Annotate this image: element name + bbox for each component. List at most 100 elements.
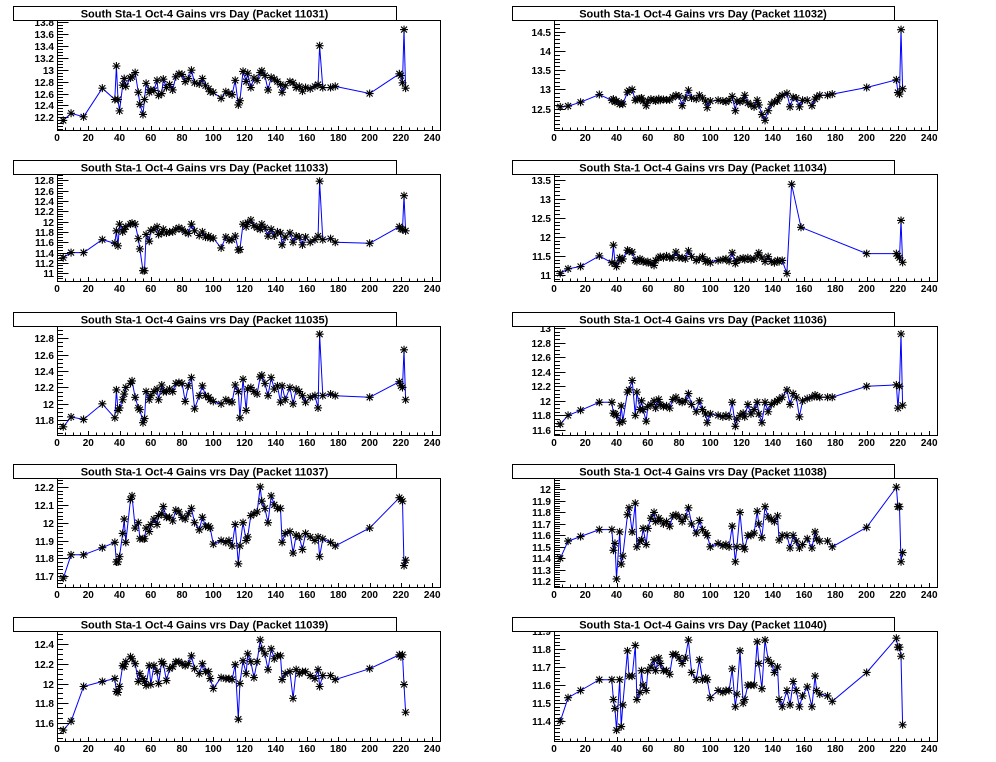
x-tick-label: 180 [330, 284, 347, 295]
chart-title: South Sta-1 Oct-4 Gains vrs Day (Packet … [579, 315, 827, 327]
data-point [678, 398, 687, 407]
data-point [753, 637, 762, 646]
data-point [767, 659, 776, 668]
data-point [135, 100, 144, 109]
data-point [750, 254, 759, 263]
data-point [615, 527, 624, 536]
x-tick-label: 220 [890, 744, 907, 755]
data-point [128, 72, 137, 81]
data-point [201, 81, 210, 90]
y-tick-label: 11.6 [35, 238, 54, 249]
data-point [306, 393, 315, 402]
data-point [714, 539, 723, 548]
data-point [646, 514, 655, 523]
y-tick-label: 12.2 [35, 483, 55, 494]
data-point [246, 383, 255, 392]
data-point [632, 542, 641, 551]
data-point [828, 90, 837, 99]
data-point [695, 396, 704, 405]
data-point [792, 537, 801, 546]
x-tick-label: 100 [702, 284, 719, 295]
data-point [121, 538, 130, 547]
x-tick-label: 100 [702, 438, 719, 449]
data-point [140, 95, 149, 104]
chart-title: South Sta-1 Oct-4 Gains vrs Day (Packet … [81, 9, 329, 21]
data-point [118, 81, 127, 90]
data-point [764, 252, 773, 261]
x-tick-label: 220 [890, 284, 907, 295]
data-point [625, 385, 634, 394]
data-point [149, 515, 158, 524]
data-point [112, 226, 121, 235]
data-point [798, 691, 807, 700]
title-box-frame [512, 6, 895, 21]
data-point [79, 682, 88, 691]
data-point [746, 531, 755, 540]
data-point [257, 66, 266, 75]
x-tick-label: 220 [393, 744, 410, 755]
data-point [576, 262, 585, 271]
title-box-frame [13, 312, 397, 327]
plot-frame [57, 326, 441, 436]
data-point [628, 376, 637, 385]
chart-panel: 11.4 11.5 11.6 11.7 11.8 11.9 0 20 40 60 80 100 120 1… [512, 617, 938, 755]
data-point [718, 688, 727, 697]
data-point [239, 375, 248, 384]
data-point [786, 400, 795, 409]
data-point [59, 574, 68, 583]
x-tick-label: 60 [145, 133, 157, 144]
data-point [159, 225, 168, 234]
data-point [285, 383, 294, 392]
chart-title: South Sta-1 Oct-4 Gains vrs Day (Packet … [579, 467, 827, 479]
data-point [639, 97, 648, 106]
data-point [278, 88, 287, 97]
data-point [607, 525, 616, 534]
data-point [131, 659, 140, 668]
data-point [754, 248, 763, 257]
data-point [242, 536, 251, 545]
data-point [757, 533, 766, 542]
y-tick-label: 13 [540, 195, 552, 206]
data-point [140, 266, 149, 275]
data-point [753, 96, 762, 105]
data-point [398, 650, 407, 659]
data-point [564, 264, 573, 273]
data-point [576, 686, 585, 695]
data-point [692, 256, 701, 265]
x-tick-label: 40 [611, 133, 623, 144]
data-point [234, 100, 243, 109]
x-tick-label: 20 [83, 744, 95, 755]
data-point [145, 395, 154, 404]
title-box-frame [13, 160, 397, 175]
x-tick-label: 160 [299, 438, 316, 449]
y-tick-label: 12.6 [532, 353, 552, 364]
data-point [786, 102, 795, 111]
data-point [803, 534, 812, 543]
data-point [775, 93, 784, 102]
data-point [639, 405, 648, 414]
data-point [807, 101, 816, 110]
data-point [740, 545, 749, 554]
data-point [740, 695, 749, 704]
data-point [556, 420, 565, 429]
y-tick-label: 12 [540, 485, 552, 496]
data-point [295, 669, 304, 678]
data-point [79, 415, 88, 424]
data-point [318, 235, 327, 244]
data-point [162, 676, 171, 685]
x-tick-label: 140 [765, 284, 782, 295]
data-point [289, 238, 298, 247]
data-point [789, 389, 798, 398]
data-point [331, 238, 340, 247]
data-point [823, 691, 832, 700]
data-point [556, 269, 565, 278]
data-point [120, 74, 129, 83]
plot-frame [57, 20, 441, 131]
data-point [292, 83, 301, 92]
y-tick-label: 11.5 [532, 252, 551, 263]
x-tick-label: 140 [268, 133, 285, 144]
data-point [778, 393, 787, 402]
data-point [115, 106, 124, 115]
data-point [246, 83, 255, 92]
data-point [184, 509, 193, 518]
